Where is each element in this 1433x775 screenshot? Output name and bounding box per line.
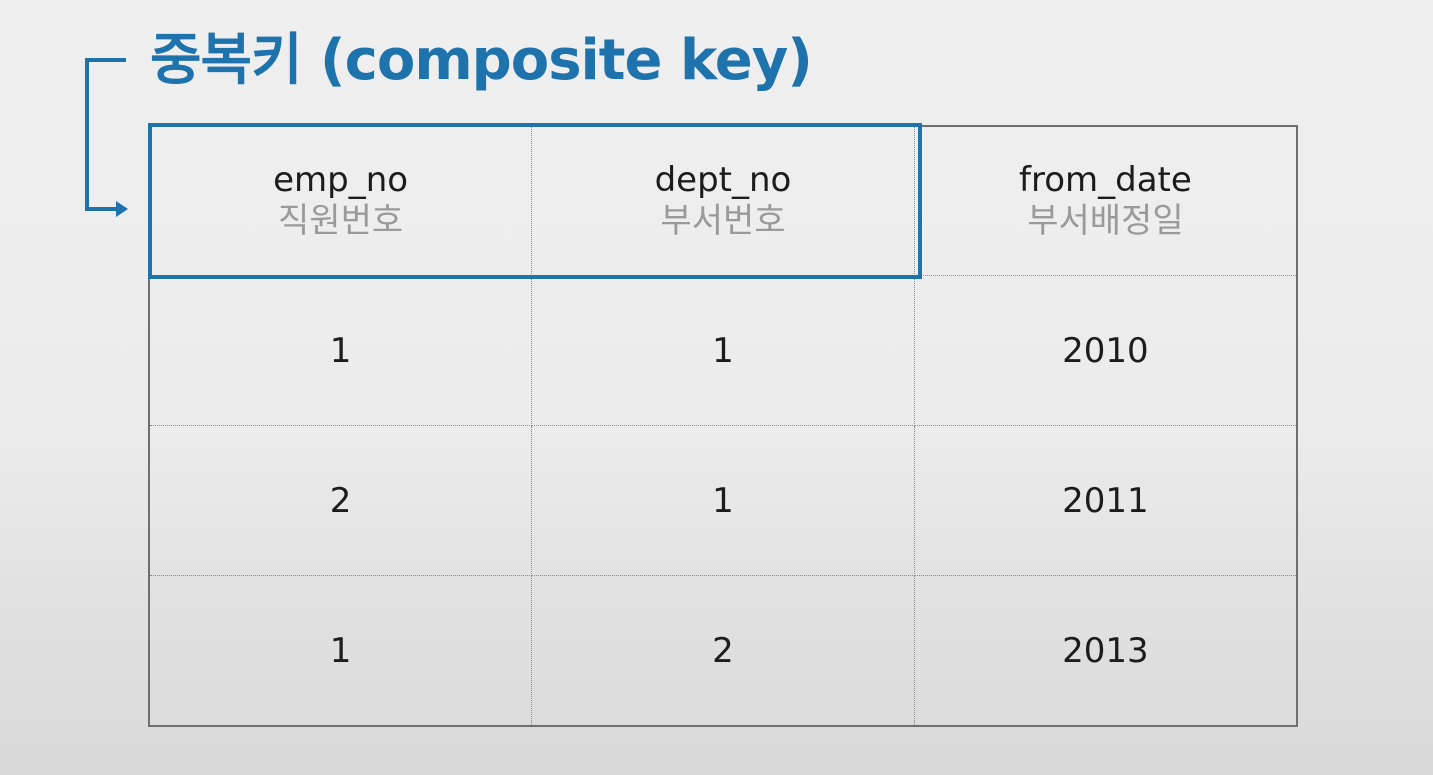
table-cell: 1 bbox=[148, 575, 533, 727]
column-name: dept_no bbox=[654, 160, 792, 200]
column-header-emp-no: emp_no 직원번호 bbox=[148, 125, 533, 276]
table-cell: 1 bbox=[531, 425, 915, 576]
page-title: 중복키 (composite key) bbox=[150, 28, 813, 93]
table-row: 1 1 2010 bbox=[148, 275, 1298, 426]
table-cell: 2011 bbox=[913, 425, 1298, 576]
table-header-row: emp_no 직원번호 dept_no 부서번호 from_date 부서배정일 bbox=[148, 125, 1298, 276]
column-header-from-date: from_date 부서배정일 bbox=[913, 125, 1298, 276]
column-name: from_date bbox=[1019, 160, 1192, 200]
table-cell: 1 bbox=[531, 275, 915, 426]
table-row: 2 1 2011 bbox=[148, 425, 1298, 576]
table-cell: 2 bbox=[148, 425, 533, 576]
table-cell: 1 bbox=[148, 275, 533, 426]
table-cell: 2010 bbox=[913, 275, 1298, 426]
column-label: 직원번호 bbox=[278, 201, 404, 241]
composite-key-table: emp_no 직원번호 dept_no 부서번호 from_date 부서배정일… bbox=[148, 125, 1298, 727]
column-name: emp_no bbox=[273, 160, 409, 200]
key-table: emp_no 직원번호 dept_no 부서번호 from_date 부서배정일… bbox=[148, 125, 1298, 727]
column-header-dept-no: dept_no 부서번호 bbox=[531, 125, 915, 276]
column-label: 부서배정일 bbox=[1027, 201, 1184, 241]
column-label: 부서번호 bbox=[660, 201, 786, 241]
table-cell: 2 bbox=[531, 575, 915, 727]
table-cell: 2013 bbox=[913, 575, 1298, 727]
table-row: 1 2 2013 bbox=[148, 575, 1298, 727]
